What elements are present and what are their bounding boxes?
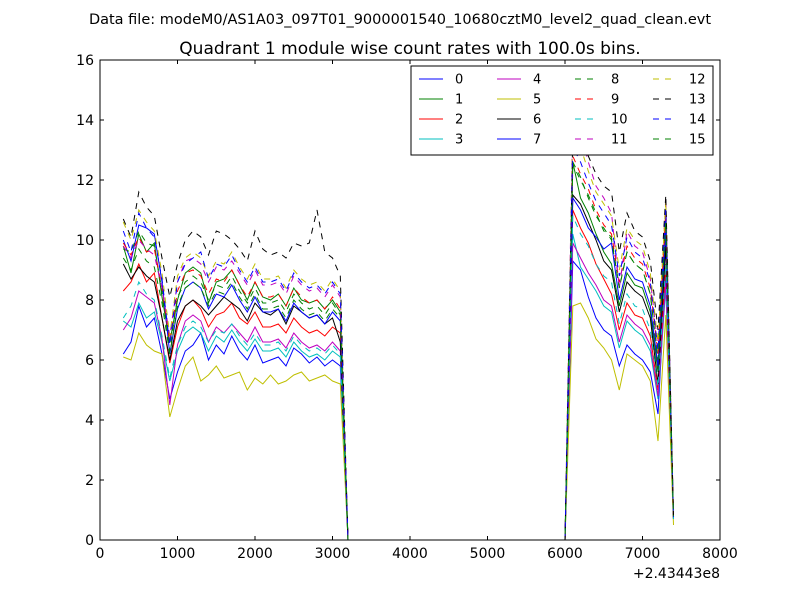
figure-suptitle: Data file: modeM0/AS1A03_097T01_90000015…: [89, 12, 711, 28]
y-tick-label: 10: [76, 233, 94, 249]
legend-label-14: 14: [689, 113, 706, 128]
series-line-12: [122, 131, 674, 541]
legend-label-9: 9: [611, 93, 619, 108]
legend-label-1: 1: [455, 93, 463, 108]
legend-label-4: 4: [533, 73, 541, 88]
x-tick-label: 8000: [702, 546, 738, 562]
y-tick-label: 2: [85, 473, 94, 489]
x-tick-label: 5000: [470, 546, 506, 562]
legend-label-10: 10: [611, 113, 628, 128]
legend-label-12: 12: [689, 73, 706, 88]
legend-label-13: 13: [689, 93, 706, 108]
y-tick-label: 12: [76, 173, 94, 189]
legend-label-7: 7: [533, 133, 541, 148]
y-tick-label: 0: [85, 533, 94, 549]
y-tick-label: 14: [76, 113, 94, 129]
legend-label-0: 0: [455, 73, 463, 88]
x-tick-label: 1000: [160, 546, 196, 562]
chart-title: Quadrant 1 module wise count rates with …: [179, 39, 640, 59]
legend-label-8: 8: [611, 73, 619, 88]
x-axis: 0 1000 2000 3000 4000 5000 6000 7000 8000: [96, 60, 738, 562]
x-tick-label: 0: [96, 546, 105, 562]
legend-label-11: 11: [611, 133, 628, 148]
legend-label-2: 2: [455, 113, 463, 128]
x-tick-label: 4000: [392, 546, 428, 562]
x-tick-label: 6000: [547, 546, 583, 562]
x-axis-offset-label: +2.43443e8: [633, 566, 720, 582]
legend-label-3: 3: [455, 133, 463, 148]
x-tick-label: 2000: [237, 546, 273, 562]
y-tick-label: 8: [85, 293, 94, 309]
x-tick-label: 3000: [315, 546, 351, 562]
legend-label-5: 5: [533, 93, 541, 108]
x-tick-label: 7000: [625, 546, 661, 562]
series-line-10: [122, 215, 674, 541]
y-tick-label: 4: [85, 413, 94, 429]
legend-label-6: 6: [533, 113, 541, 128]
series-line-11: [122, 116, 674, 541]
y-tick-label: 16: [76, 53, 94, 69]
legend-box: [410, 65, 714, 156]
y-tick-label: 6: [85, 353, 94, 369]
legend-label-15: 15: [689, 133, 706, 148]
